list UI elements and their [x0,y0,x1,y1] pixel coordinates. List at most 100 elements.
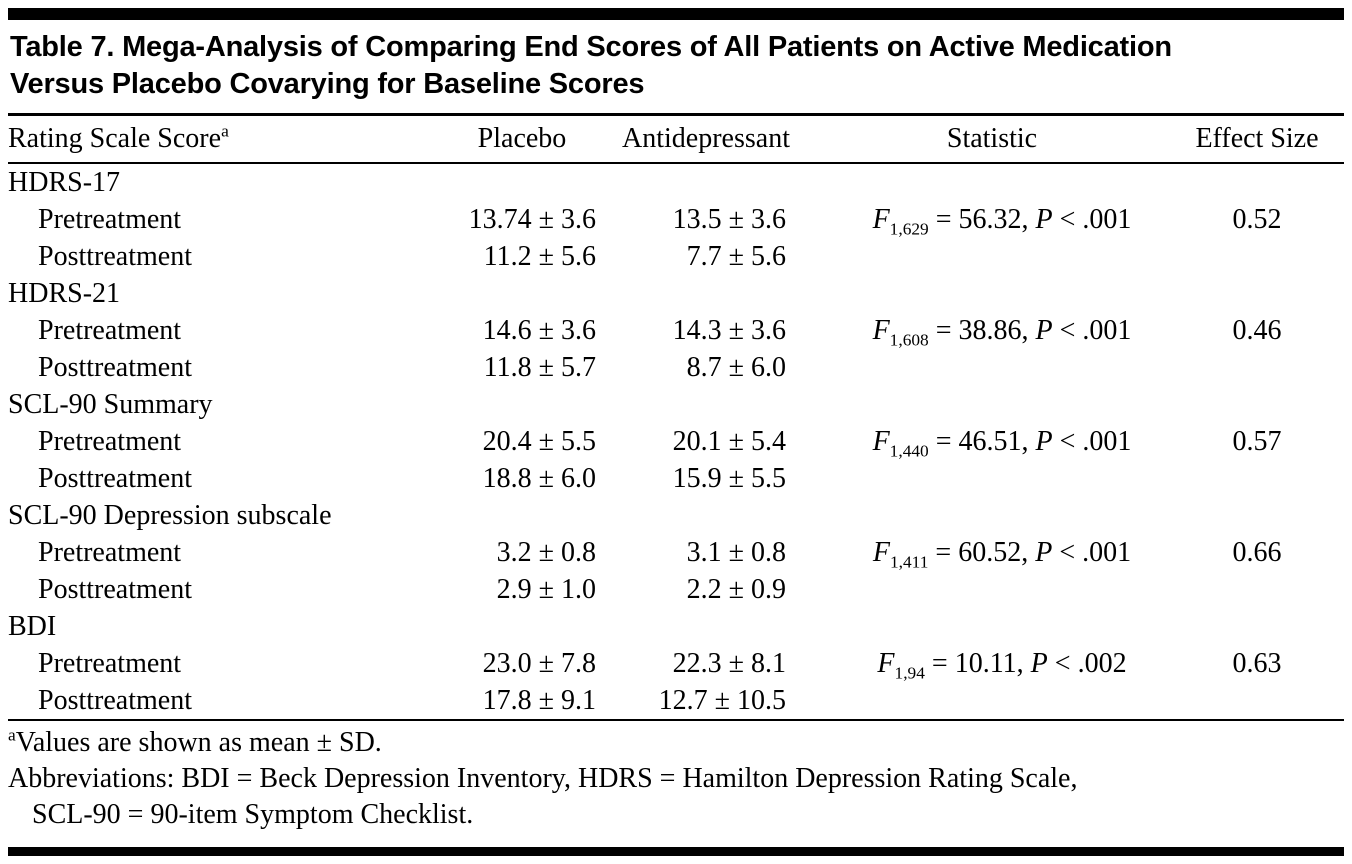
placebo-value: 11.2 ± 5.6 [483,241,596,272]
scale-name: SCL-90 Depression subscale [8,500,332,531]
effect-size-value: 0.57 [1232,426,1282,457]
pretreatment-row-bdi: Pretreatment 23.0 ± 7.8 22.3 ± 8.1 F1,94… [8,645,1344,682]
body-divider-rule [8,719,1344,721]
pretreatment-row-hdrs17: Pretreatment 13.74 ± 3.6 13.5 ± 3.6 F1,6… [8,201,1344,238]
top-rule-bar [8,8,1344,20]
f-result: = 46.51, [928,426,1036,457]
posttreatment-row-hdrs17: Posttreatment 11.2 ± 5.6 7.7 ± 5.6 [8,238,1344,275]
row-label: Posttreatment [38,352,192,383]
effect-size-value: 0.46 [1232,315,1282,346]
empty-cell [1178,460,1336,497]
posttreatment-row-scl90-depression: Posttreatment 2.9 ± 1.0 2.2 ± 0.9 [8,571,1344,608]
empty-cell [1178,682,1336,719]
antidepressant-value: 15.9 ± 5.5 [672,463,786,494]
f-result: = 60.52, [928,537,1036,568]
empty-cell [806,238,1178,275]
scale-group-row-bdi: BDI [8,608,1344,645]
antidepressant-value: 7.7 ± 5.6 [686,241,786,272]
table-title: Table 7. Mega-Analysis of Comparing End … [10,31,1172,100]
scale-name: SCL-90 Summary [8,389,213,420]
scale-group-row-hdrs21: HDRS-21 [8,275,1344,312]
f-symbol: F [872,204,890,235]
statistic-value: F1,608 = 38.86, P < .001 [806,312,1178,349]
f-degrees-of-freedom: 1,411 [889,552,929,572]
placebo-value: 2.9 ± 1.0 [496,574,596,605]
posttreatment-row-hdrs21: Posttreatment 11.8 ± 5.7 8.7 ± 6.0 [8,349,1344,386]
placebo-value: 3.2 ± 0.8 [496,537,596,568]
statistic-value: F1,629 = 56.32, P < .001 [806,201,1178,238]
column-header-placebo: Placebo [477,123,567,154]
p-value: < .001 [1052,537,1132,568]
rating-scale-label: Rating Scale Score [8,123,222,154]
footnote-marker: a [8,725,16,745]
column-header-statistic: Statistic [946,123,1038,154]
p-symbol: P [1035,204,1053,235]
footnote-abbreviations-line2: SCL-90 = 90-item Symptom Checklist. [32,799,474,830]
pretreatment-row-hdrs21: Pretreatment 14.6 ± 3.6 14.3 ± 3.6 F1,60… [8,312,1344,349]
p-symbol: P [1035,426,1053,457]
row-label: Posttreatment [38,574,192,605]
empty-cell [1178,349,1336,386]
column-header-effect-size: Effect Size [1195,123,1319,154]
placebo-value: 18.8 ± 6.0 [482,463,596,494]
effect-size-value: 0.66 [1232,537,1282,568]
statistic-value: F1,94 = 10.11, P < .002 [806,645,1178,682]
f-result: = 10.11, [924,648,1031,679]
placebo-value: 14.6 ± 3.6 [482,315,596,346]
p-symbol: P [1030,648,1048,679]
pretreatment-row-scl90-summary: Pretreatment 20.4 ± 5.5 20.1 ± 5.4 F1,44… [8,423,1344,460]
empty-cell [806,349,1178,386]
column-header-antidepressant: Antidepressant [622,123,790,154]
f-degrees-of-freedom: 1,608 [889,330,929,350]
p-symbol: P [1035,537,1053,568]
placebo-value: 23.0 ± 7.8 [482,648,596,679]
effect-size-value: 0.63 [1232,648,1282,679]
column-header-rating-scale: Rating Scale Scorea [8,120,438,157]
f-degrees-of-freedom: 1,94 [894,663,925,683]
row-label: Posttreatment [38,241,192,272]
row-label: Pretreatment [38,204,182,235]
row-label: Posttreatment [38,685,192,716]
empty-cell [806,460,1178,497]
placebo-value: 20.4 ± 5.5 [482,426,596,457]
f-result: = 38.86, [928,315,1036,346]
effect-size-value: 0.52 [1232,204,1282,235]
f-symbol: F [872,537,890,568]
antidepressant-value: 2.2 ± 0.9 [686,574,786,605]
footnote-values: aValues are shown as mean ± SD. [8,725,1344,761]
rating-scale-footnote-marker: a [221,121,229,141]
scale-group-row-hdrs17: HDRS-17 [8,164,1344,201]
row-label: Pretreatment [38,648,182,679]
placebo-value: 13.74 ± 3.6 [468,204,596,235]
placebo-value: 11.8 ± 5.7 [483,352,596,383]
empty-cell [1178,238,1336,275]
f-result: = 56.32, [928,204,1036,235]
posttreatment-row-scl90-summary: Posttreatment 18.8 ± 6.0 15.9 ± 5.5 [8,460,1344,497]
empty-cell [1178,571,1336,608]
placebo-value: 17.8 ± 9.1 [482,685,596,716]
statistic-value: F1,440 = 46.51, P < .001 [806,423,1178,460]
antidepressant-value: 8.7 ± 6.0 [686,352,786,383]
p-value: < .002 [1047,648,1127,679]
scale-name: HDRS-17 [8,167,121,198]
table-header-row: Rating Scale Scorea Placebo Antidepressa… [8,116,1344,162]
row-label: Pretreatment [38,315,182,346]
f-symbol: F [872,426,890,457]
row-label: Pretreatment [38,537,182,568]
empty-cell [806,682,1178,719]
p-symbol: P [1035,315,1053,346]
antidepressant-value: 22.3 ± 8.1 [672,648,786,679]
footnote-abbreviations-line1: Abbreviations: BDI = Beck Depression Inv… [8,763,1078,794]
p-value: < .001 [1052,315,1132,346]
antidepressant-value: 12.7 ± 10.5 [658,685,786,716]
scale-group-row-scl90-summary: SCL-90 Summary [8,386,1344,423]
pretreatment-row-scl90-depression: Pretreatment 3.2 ± 0.8 3.1 ± 0.8 F1,411 … [8,534,1344,571]
antidepressant-value: 14.3 ± 3.6 [672,315,786,346]
scale-name: HDRS-21 [8,278,121,309]
antidepressant-value: 13.5 ± 3.6 [672,204,786,235]
f-symbol: F [877,648,895,679]
row-label: Posttreatment [38,463,192,494]
footnotes: aValues are shown as mean ± SD. Abbrevia… [8,725,1344,833]
title-divider-rule [8,113,1344,116]
